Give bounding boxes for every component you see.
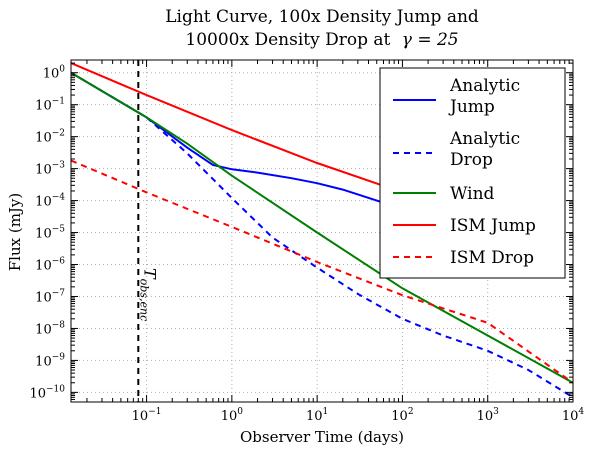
x-tick-label: 103: [477, 407, 500, 424]
chart-title-line2-text: 10000x Density Drop at: [185, 30, 390, 50]
plot-frame: [70, 59, 574, 403]
annotation: Tobs,enc: [137, 60, 159, 402]
legend-label: ISM Drop: [450, 248, 534, 268]
t-obs-enc-label: Tobs,enc: [137, 268, 159, 321]
y-tick-label: 10−8: [35, 320, 65, 337]
y-tick-label: 10−3: [35, 161, 65, 178]
y-tick-label: 10−9: [35, 352, 65, 369]
y-axis-label: Flux (mJy): [6, 193, 24, 272]
y-tick-label: 10−7: [35, 288, 65, 305]
x-tick-label: 102: [391, 407, 413, 424]
chart-title-line2: 10000x Density Drop at γ = 25: [185, 30, 458, 50]
legend-label: Analytic: [449, 129, 520, 149]
y-tick-label: 10−10: [29, 384, 65, 401]
series-line-ism-drop: [71, 159, 573, 384]
x-axis-label: Observer Time (days): [240, 428, 404, 446]
chart-title-gamma: γ = 25: [402, 30, 459, 50]
y-tick-label: 10−6: [35, 257, 65, 274]
y-tick-label: 10−4: [35, 193, 65, 210]
axis-ticks: 10−1 100 101 102 103 104 100 10−1 10−2 10−3 10−4 10…: [29, 60, 584, 424]
legend-label: ISM Jump: [450, 216, 536, 236]
series-line-analytic-drop: [71, 71, 573, 399]
legend-label: Wind: [450, 184, 495, 204]
y-tick-label: 10−2: [35, 129, 65, 146]
series-line-wind: [71, 71, 573, 384]
x-tick-label: 101: [306, 407, 328, 424]
chart-title-line1: Light Curve, 100x Density Jump and: [165, 7, 479, 27]
y-tick-label: 10−1: [35, 97, 65, 114]
x-tick-label: 100: [221, 407, 244, 424]
legend-label-line2: Drop: [450, 150, 493, 170]
x-tick-label: 104: [562, 407, 585, 424]
y-tick-label: 100: [43, 65, 66, 82]
legend-label: Analytic: [449, 76, 520, 96]
y-tick-label: 10−5: [35, 225, 65, 242]
legend-box: [379, 67, 566, 279]
x-tick-label: 10−1: [132, 407, 162, 424]
legend-label-line2: Jump: [448, 97, 495, 117]
